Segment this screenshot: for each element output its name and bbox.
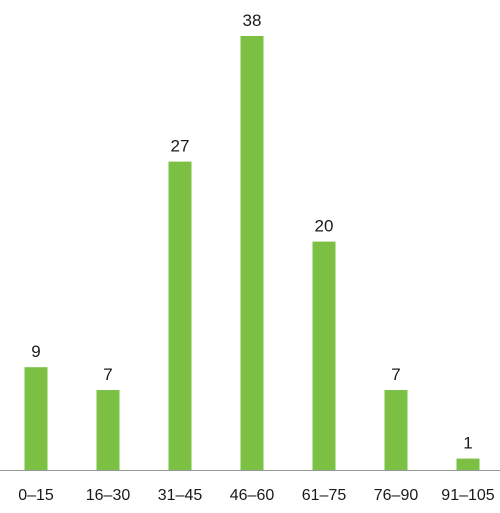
bars-group bbox=[24, 36, 480, 470]
x-tick-label-2: 31–45 bbox=[158, 487, 203, 504]
data-label-0: 9 bbox=[31, 342, 40, 361]
x-tick-labels-group: 0–15 16–30 31–45 46–60 61–75 76–90 91–105 bbox=[18, 487, 495, 504]
x-tick-label-1: 16–30 bbox=[86, 487, 131, 504]
bar-3 bbox=[240, 36, 264, 470]
bar-6 bbox=[456, 458, 480, 470]
x-tick-label-0: 0–15 bbox=[18, 487, 54, 504]
data-label-1: 7 bbox=[103, 365, 112, 384]
bar-1 bbox=[96, 390, 120, 470]
bar-2 bbox=[168, 161, 192, 470]
data-label-5: 7 bbox=[391, 365, 400, 384]
data-labels-group: 9 7 27 38 20 7 1 bbox=[31, 11, 472, 453]
data-label-3: 38 bbox=[243, 11, 262, 30]
bar-4 bbox=[312, 241, 336, 470]
x-tick-label-4: 61–75 bbox=[302, 487, 347, 504]
data-label-2: 27 bbox=[171, 137, 190, 156]
bar-0 bbox=[24, 367, 48, 470]
x-tick-label-5: 76–90 bbox=[374, 487, 419, 504]
data-label-6: 1 bbox=[463, 434, 472, 453]
data-label-4: 20 bbox=[315, 217, 334, 236]
x-tick-label-3: 46–60 bbox=[230, 487, 275, 504]
x-tick-label-6: 91–105 bbox=[441, 487, 494, 504]
bar-5 bbox=[384, 390, 408, 470]
